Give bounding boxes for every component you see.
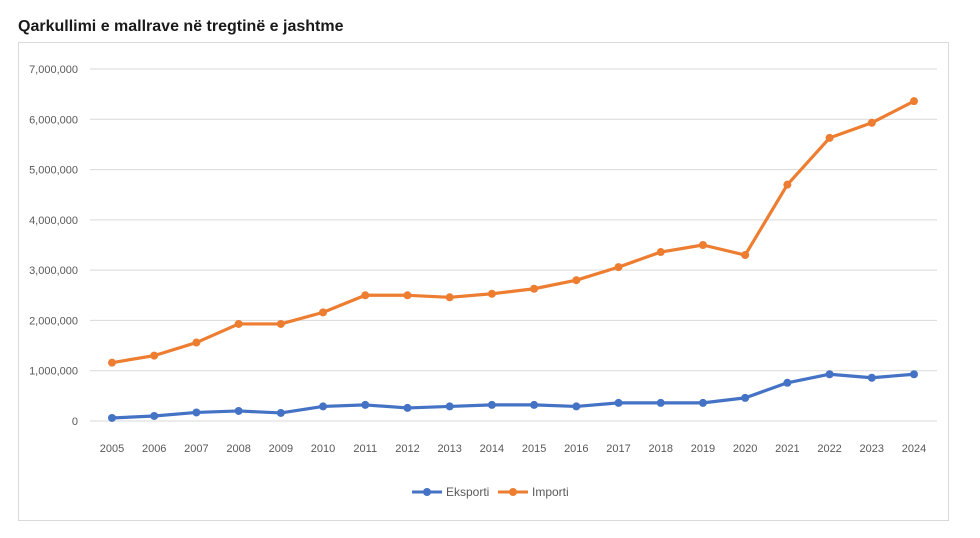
x-tick-label: 2014 [480,443,504,455]
data-point-importi [108,358,116,367]
data-point-eksporti [825,370,834,379]
data-point-eksporti [614,398,623,407]
x-tick-label: 2008 [226,443,250,455]
x-tick-label: 2015 [522,443,546,455]
data-point-importi [150,351,159,360]
data-point-eksporti [572,402,581,411]
data-point-importi [741,251,750,260]
legend-swatch-marker [509,488,517,496]
x-tick-label: 2020 [733,443,757,455]
data-point-eksporti [867,373,876,382]
chart-title: Qarkullimi e mallrave në tregtinë e jash… [18,18,344,35]
legend-swatch-marker [423,488,431,496]
x-tick-label: 2018 [648,443,672,455]
x-tick-label: 2006 [142,443,166,455]
data-point-eksporti [361,400,370,409]
x-tick-label: 2005 [100,443,124,455]
data-point-eksporti [108,413,116,422]
data-point-eksporti [403,403,412,412]
data-point-importi [698,241,707,249]
legend-label-importi: Importi [532,485,569,499]
data-point-importi [487,289,496,298]
y-tick-label: 4,000,000 [29,215,78,227]
y-tick-label: 7,000,000 [29,64,78,76]
data-point-eksporti [276,408,285,417]
x-tick-label: 2022 [817,443,841,455]
y-tick-label: 1,000,000 [29,366,78,378]
data-point-importi [403,291,412,300]
data-point-importi [614,263,623,272]
data-point-eksporti [487,400,496,409]
data-point-importi [192,338,201,347]
x-tick-label: 2010 [311,443,335,455]
x-tick-label: 2017 [606,443,630,455]
legend-label-eksporti: Eksporti [446,485,489,499]
series-line-importi [110,99,916,365]
data-point-importi [572,276,581,285]
data-point-eksporti [530,400,539,409]
series-line-eksporti [110,372,916,420]
y-tick-label: 0 [72,416,78,428]
x-tick-label: 2012 [395,443,419,455]
y-tick-label: 3,000,000 [29,265,78,277]
data-point-eksporti [150,411,159,420]
chart-area [18,42,949,521]
data-point-eksporti [234,406,243,415]
x-tick-label: 2016 [564,443,588,455]
x-tick-label: 2023 [860,443,884,455]
data-point-importi [445,293,454,302]
x-tick-label: 2009 [269,443,293,455]
data-point-eksporti [741,393,750,402]
data-point-importi [361,291,370,300]
data-point-importi [276,319,285,328]
y-tick-label: 6,000,000 [29,114,78,126]
x-tick-label: 2024 [902,443,926,455]
x-tick-label: 2019 [691,443,715,455]
y-tick-label: 2,000,000 [29,315,78,327]
data-point-importi [656,248,665,257]
x-tick-label: 2007 [184,443,208,455]
data-point-eksporti [445,402,454,411]
data-point-importi [783,180,792,189]
data-point-eksporti [910,370,918,379]
data-point-importi [234,319,243,328]
data-point-importi [530,284,539,293]
x-tick-label: 2021 [775,443,799,455]
data-point-importi [867,118,876,127]
data-point-eksporti [783,378,792,387]
data-point-eksporti [656,398,665,407]
data-point-importi [319,308,328,317]
data-point-eksporti [192,408,201,417]
y-tick-label: 5,000,000 [29,165,78,177]
x-tick-label: 2011 [353,443,377,455]
data-point-importi [825,133,834,142]
data-point-importi [910,97,918,106]
data-point-eksporti [698,398,707,407]
x-tick-label: 2013 [437,443,461,455]
data-point-eksporti [319,402,328,411]
